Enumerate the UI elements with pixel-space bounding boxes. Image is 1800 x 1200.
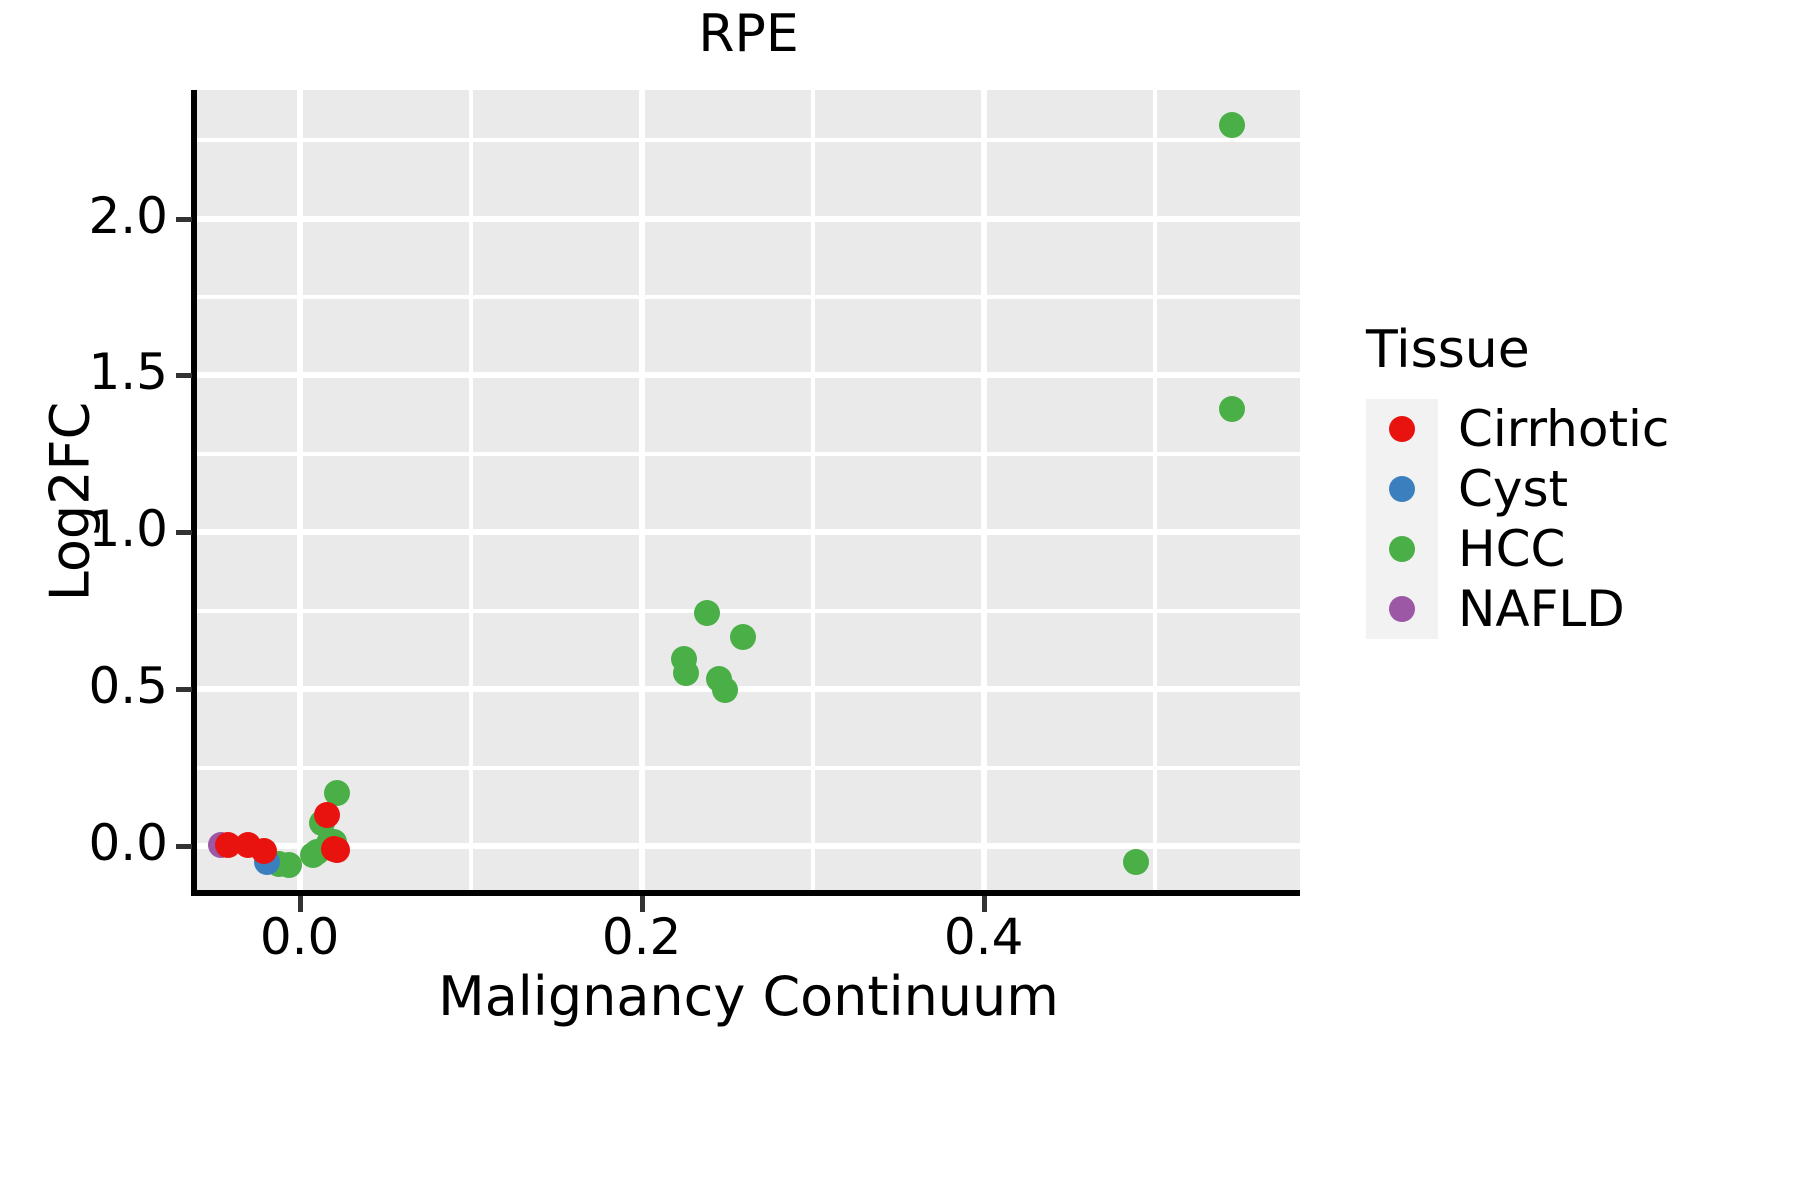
legend-swatch-icon	[1389, 536, 1415, 562]
gridline-major-vertical	[980, 90, 987, 890]
legend-swatch-icon	[1389, 476, 1415, 502]
gridline-minor-vertical	[1152, 90, 1157, 890]
legend-title: Tissue	[1366, 320, 1530, 380]
scatter-point-hcc	[324, 779, 351, 806]
y-tick-label: 1.0	[88, 500, 168, 559]
x-axis-line	[191, 890, 1300, 896]
x-tick-mark	[297, 896, 303, 912]
gridline-minor-horizontal	[197, 138, 1300, 143]
legend-swatch-icon	[1389, 416, 1415, 442]
gridline-major-horizontal	[197, 372, 1300, 379]
x-tick-mark	[981, 896, 987, 912]
y-tick-label: 0.5	[88, 657, 168, 716]
x-tick-mark	[639, 896, 645, 912]
gridline-major-horizontal	[197, 215, 1300, 222]
legend-entries: Cirrhotic Cyst HCC NAFLD	[1366, 399, 1669, 639]
gridline-minor-vertical	[810, 90, 815, 890]
y-tick-label: 2.0	[88, 186, 168, 245]
y-tick-mark	[176, 844, 192, 850]
legend-item-label: Cirrhotic	[1458, 400, 1670, 458]
gridline-major-horizontal	[197, 843, 1300, 850]
y-tick-mark	[176, 687, 192, 693]
legend-item-hcc[interactable]: HCC	[1366, 519, 1565, 579]
gridline-major-vertical	[296, 90, 303, 890]
y-tick-mark	[176, 216, 192, 222]
y-tick-mark	[176, 530, 192, 536]
x-axis-label: Malignancy Continuum	[438, 965, 1059, 1028]
y-tick-label: 1.5	[88, 343, 168, 402]
scatter-point-hcc	[276, 851, 303, 878]
y-axis-label: Log2FC	[38, 401, 102, 602]
scatter-point-hcc	[1122, 848, 1149, 875]
scatter-point-hcc	[1218, 111, 1245, 138]
scatter-point-hcc	[693, 600, 720, 627]
legend-item-cirrhotic[interactable]: Cirrhotic	[1366, 399, 1669, 459]
y-tick-label: 0.0	[88, 814, 168, 873]
scatter-point-cirrhotic	[324, 837, 351, 864]
y-axis-line	[191, 90, 197, 896]
x-tick-label: 0.0	[259, 908, 340, 966]
legend-swatch-icon	[1389, 596, 1415, 622]
page-title: RPE	[698, 4, 799, 64]
gridline-minor-vertical	[468, 90, 473, 890]
gridline-minor-horizontal	[197, 765, 1300, 770]
legend-item-label: HCC	[1458, 520, 1566, 578]
legend-item-cyst[interactable]: Cyst	[1366, 459, 1568, 519]
legend-item-nafld[interactable]: NAFLD	[1366, 579, 1625, 639]
scatter-point-cirrhotic	[250, 838, 277, 865]
legend-item-label: NAFLD	[1458, 580, 1625, 638]
scatter-point-hcc	[673, 659, 700, 686]
scatter-point-hcc	[729, 623, 756, 650]
plot-panel	[197, 90, 1300, 890]
scatter-point-hcc	[1218, 396, 1245, 423]
gridline-minor-horizontal	[197, 451, 1300, 456]
gridline-major-vertical	[638, 90, 645, 890]
gridline-minor-horizontal	[197, 295, 1300, 300]
gridline-major-horizontal	[197, 529, 1300, 536]
gridline-major-horizontal	[197, 686, 1300, 693]
gridline-minor-horizontal	[197, 608, 1300, 613]
legend-item-label: Cyst	[1458, 460, 1569, 518]
x-tick-label: 0.4	[943, 908, 1024, 966]
scatter-point-hcc	[712, 677, 739, 704]
x-tick-label: 0.2	[601, 908, 682, 966]
scatter-point-cirrhotic	[313, 801, 340, 828]
y-tick-mark	[176, 373, 192, 379]
